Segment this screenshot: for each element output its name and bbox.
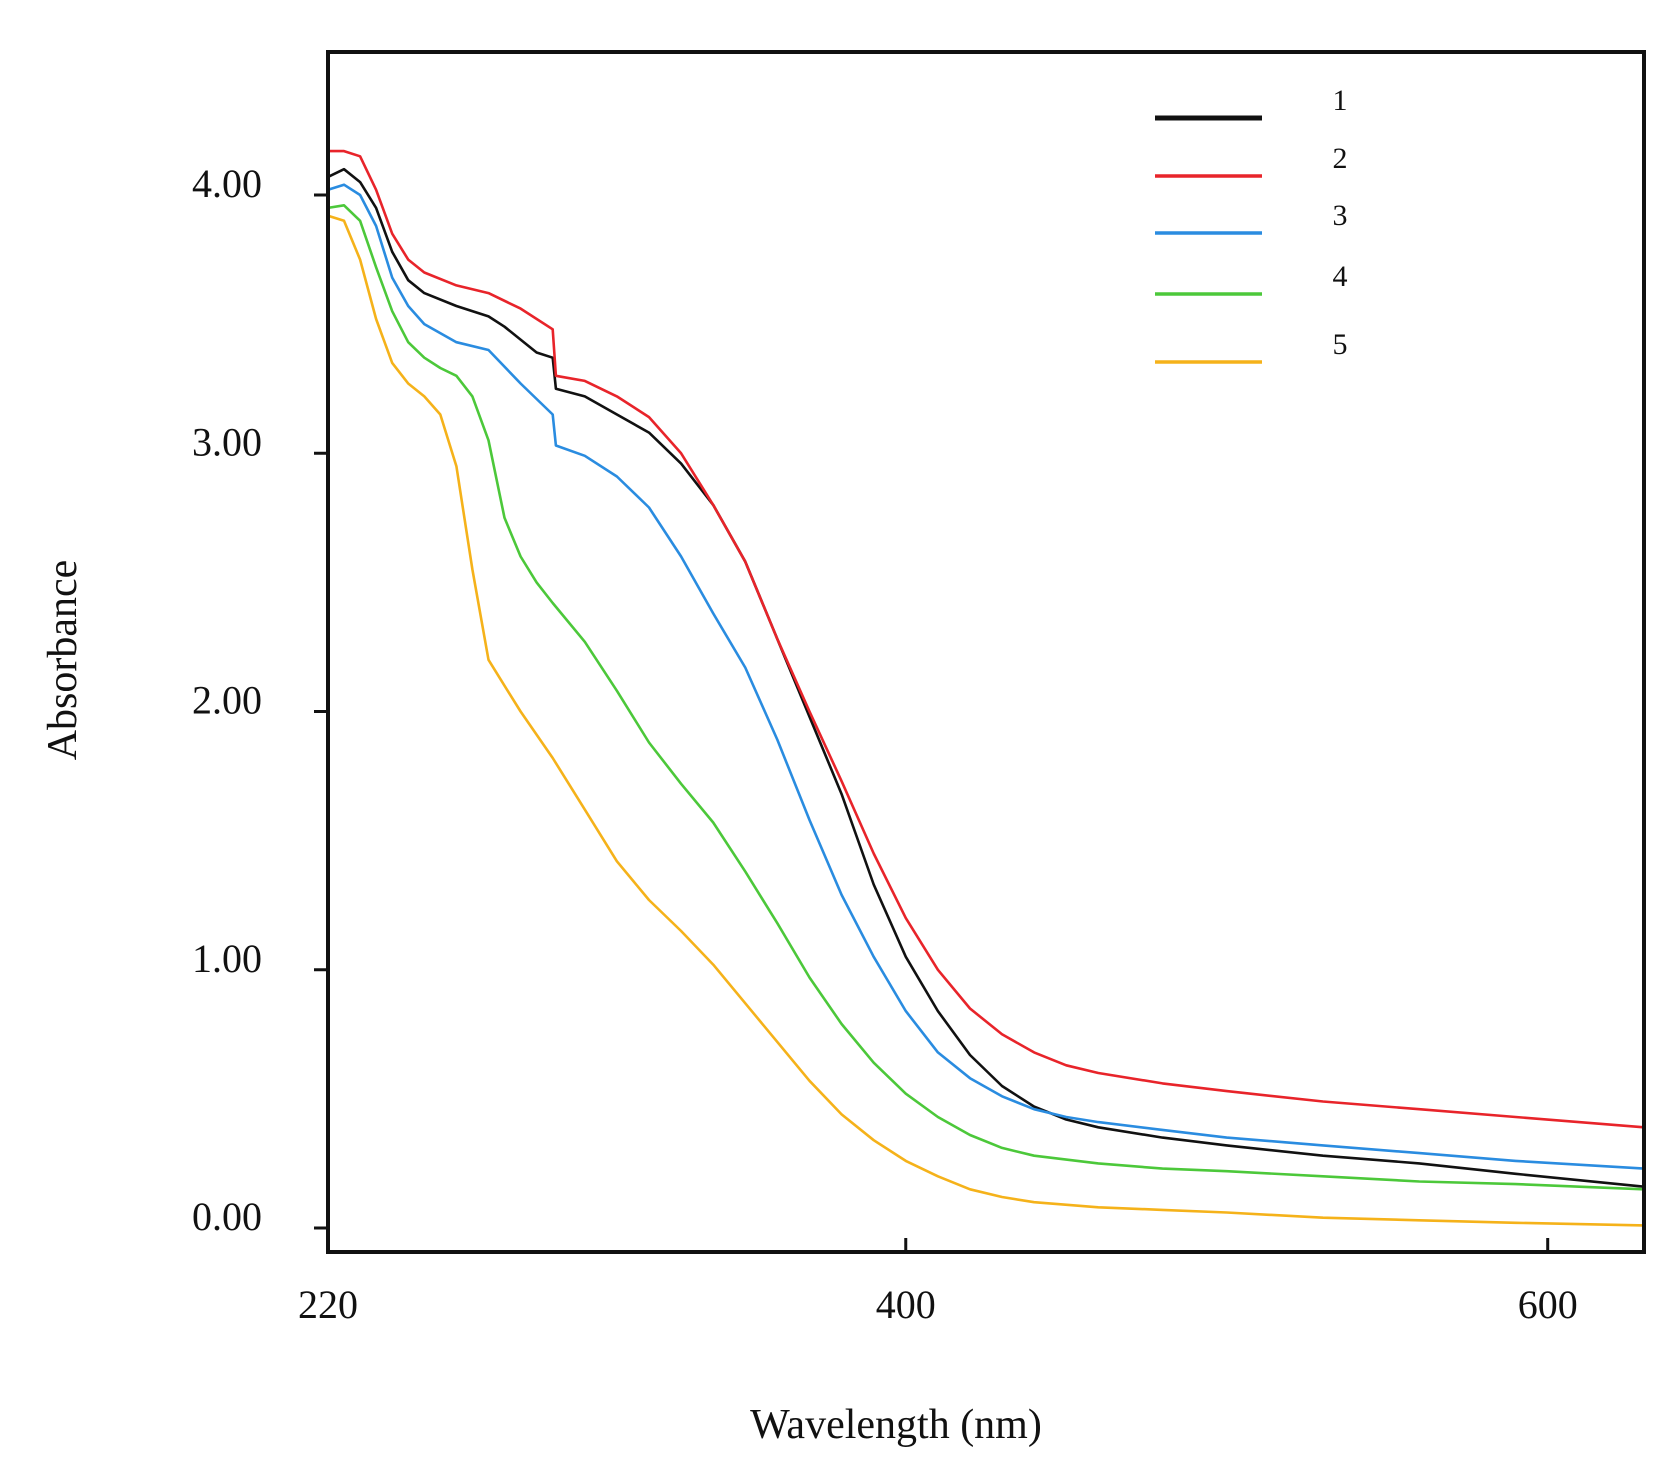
ticks-layer: 220 400 600 0.00 1.00 2.00 3.00 4.00 (192, 161, 1578, 1327)
x-tick-label: 220 (298, 1282, 358, 1327)
legend: 1 2 3 4 5 (1155, 84, 1348, 364)
series-line-3 (326, 183, 1646, 1170)
legend-label-2: 2 (1333, 142, 1348, 175)
x-tick-label: 400 (876, 1282, 936, 1327)
series-line-2 (326, 149, 1646, 1129)
legend-label-3: 3 (1333, 199, 1348, 232)
y-tick-label: 0.00 (192, 1194, 262, 1239)
x-axis-title: Wavelength (nm) (750, 1402, 1042, 1448)
y-tick-label: 4.00 (192, 161, 262, 206)
plot-frame (326, 50, 1646, 1254)
legend-label-4: 4 (1333, 260, 1348, 293)
y-tick-label: 2.00 (192, 678, 262, 723)
y-axis-title: Absorbance (40, 560, 86, 761)
legend-label-1: 1 (1333, 84, 1348, 117)
x-tick-label: 600 (1518, 1282, 1578, 1327)
series-line-4 (326, 204, 1646, 1191)
y-tick-label: 3.00 (192, 419, 262, 464)
series-layer (326, 149, 1646, 1227)
y-tick-label: 1.00 (192, 936, 262, 981)
series-line-5 (326, 214, 1646, 1227)
legend-label-5: 5 (1333, 328, 1348, 361)
